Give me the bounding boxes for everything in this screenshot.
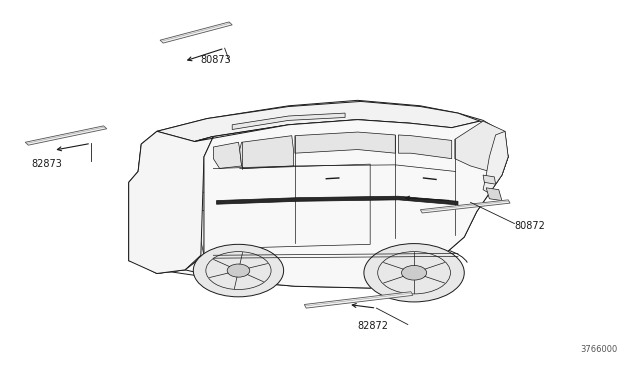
Polygon shape	[295, 132, 396, 153]
Polygon shape	[129, 132, 207, 273]
Text: 3766000: 3766000	[580, 346, 618, 355]
Polygon shape	[213, 142, 242, 169]
Polygon shape	[240, 136, 294, 169]
Polygon shape	[25, 126, 107, 145]
Polygon shape	[185, 120, 508, 288]
Polygon shape	[138, 136, 200, 182]
Polygon shape	[160, 22, 232, 43]
Text: 80873: 80873	[201, 55, 232, 65]
Polygon shape	[157, 102, 480, 141]
Polygon shape	[455, 121, 508, 175]
Polygon shape	[129, 241, 204, 273]
Polygon shape	[129, 100, 508, 288]
Polygon shape	[486, 188, 502, 201]
Polygon shape	[129, 131, 213, 273]
Circle shape	[227, 264, 250, 277]
Polygon shape	[232, 113, 345, 129]
Circle shape	[401, 266, 427, 280]
Text: 80872: 80872	[515, 221, 545, 231]
Text: 82872: 82872	[358, 321, 388, 331]
Circle shape	[193, 244, 284, 297]
Polygon shape	[420, 200, 510, 213]
Polygon shape	[145, 241, 173, 251]
Polygon shape	[305, 292, 413, 308]
Text: 82873: 82873	[31, 159, 62, 169]
Polygon shape	[216, 196, 458, 205]
Polygon shape	[483, 131, 508, 193]
Polygon shape	[398, 135, 452, 159]
Polygon shape	[483, 175, 495, 184]
Circle shape	[364, 244, 464, 302]
